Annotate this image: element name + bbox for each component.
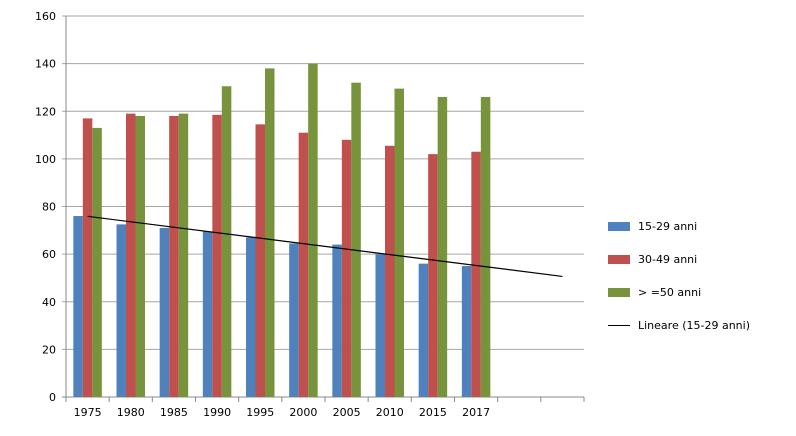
bar-30-49-anni (385, 145, 395, 397)
legend-item-30-49: 30-49 anni (608, 245, 750, 273)
bar--50-anni (178, 113, 189, 397)
x-tick-label: 1980 (117, 406, 145, 419)
legend-swatch (608, 254, 630, 264)
y-tick-label: 140 (35, 58, 56, 71)
legend-item-trend: Lineare (15-29 anni) (608, 311, 750, 339)
bar-15-29-anni (461, 266, 472, 397)
bar-15-29-anni (202, 231, 213, 397)
bar-15-29-anni (73, 216, 83, 397)
bar-30-49-anni (212, 114, 222, 398)
x-tick-label: 1985 (160, 406, 188, 419)
x-tick-label: 1990 (203, 406, 231, 419)
y-tick-label: 80 (42, 201, 56, 214)
legend-label: > =50 anni (638, 285, 702, 299)
y-tick-label: 120 (35, 105, 56, 118)
bar--50-anni (437, 96, 448, 398)
bar--50-anni (394, 88, 404, 398)
legend: 15-29 anni 30-49 anni > =50 anni Lineare… (608, 212, 750, 344)
x-tick-label: 2005 (333, 406, 361, 419)
x-tick-label: 2017 (462, 406, 490, 419)
y-tick-label: 40 (42, 296, 56, 309)
legend-swatch (608, 221, 630, 231)
legend-item-15-29: 15-29 anni (608, 212, 750, 240)
legend-item-50-plus: > =50 anni (608, 278, 750, 306)
bar--50-anni (221, 86, 232, 397)
bar-15-29-anni (159, 227, 170, 397)
bar--50-anni (351, 82, 361, 398)
bar-30-49-anni (169, 116, 179, 397)
bar-30-49-anni (428, 154, 438, 397)
bar--50-anni (135, 116, 145, 397)
y-tick-label: 0 (49, 391, 56, 404)
bar-30-49-anni (471, 151, 481, 397)
trendline (87, 215, 563, 278)
bar-15-29-anni (116, 224, 126, 397)
bar-30-49-anni (82, 118, 93, 398)
y-tick-label: 160 (35, 10, 56, 23)
bar-15-29-anni (246, 237, 256, 397)
bar-15-29-anni (375, 254, 385, 397)
legend-label: 15-29 anni (638, 219, 698, 233)
x-tick-label: 2010 (376, 406, 404, 419)
x-tick-label: 2015 (419, 406, 447, 419)
bar-30-49-anni (298, 132, 309, 397)
bar--50-anni (265, 68, 275, 397)
legend-label: Lineare (15-29 anni) (638, 318, 750, 332)
bar-30-49-anni (126, 113, 136, 397)
y-tick-label: 20 (42, 343, 56, 356)
bar-30-49-anni (341, 139, 352, 397)
x-tick-label: 1975 (74, 406, 102, 419)
legend-line (608, 324, 630, 326)
bar-15-29-anni (289, 243, 299, 397)
legend-label: 30-49 anni (638, 252, 698, 266)
bar--50-anni (308, 63, 318, 397)
y-tick-label: 100 (35, 153, 56, 166)
y-tick-label: 60 (42, 248, 56, 261)
bar--50-anni (480, 96, 491, 398)
bar--50-anni (92, 127, 102, 397)
legend-swatch (608, 287, 630, 297)
x-tick-label: 1995 (246, 406, 274, 419)
bar-15-29-anni (418, 263, 429, 397)
x-tick-label: 2000 (289, 406, 317, 419)
bar-30-49-anni (255, 124, 265, 398)
bar-15-29-anni (332, 244, 342, 397)
